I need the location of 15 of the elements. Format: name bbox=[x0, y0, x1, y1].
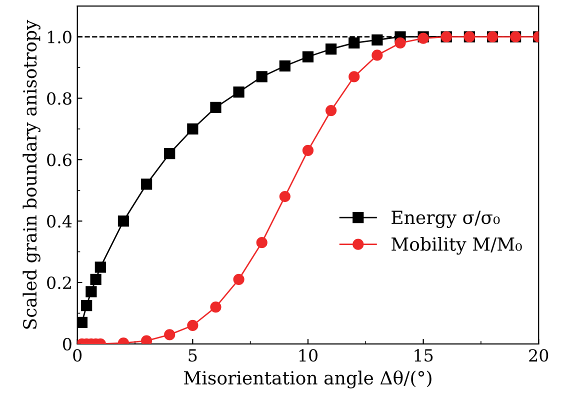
x-tick-label: 20 bbox=[529, 349, 548, 362]
y-tick-label: 1.0 bbox=[48, 30, 72, 44]
legend-label: Energy σ/σ₀ bbox=[392, 210, 500, 228]
x-axis-title: Misorientation angle Δθ/(°) bbox=[184, 370, 432, 388]
x-tick-label: 0 bbox=[73, 349, 82, 362]
legend-label: Mobility M/M₀ bbox=[392, 236, 522, 255]
x-tick-label: 10 bbox=[299, 349, 318, 362]
x-tick-label: 5 bbox=[188, 349, 197, 362]
x-tick-label: 15 bbox=[414, 349, 433, 362]
y-tick-label: 0.8 bbox=[47, 92, 72, 105]
y-tick-label: 0.4 bbox=[47, 215, 72, 228]
y-tick-label: 0 bbox=[62, 338, 72, 350]
y-tick-label: 0.6 bbox=[47, 154, 72, 166]
y-axis-title: Scaled grain boundary anisotropy bbox=[22, 20, 40, 329]
y-tick-label: 0.2 bbox=[47, 276, 71, 290]
